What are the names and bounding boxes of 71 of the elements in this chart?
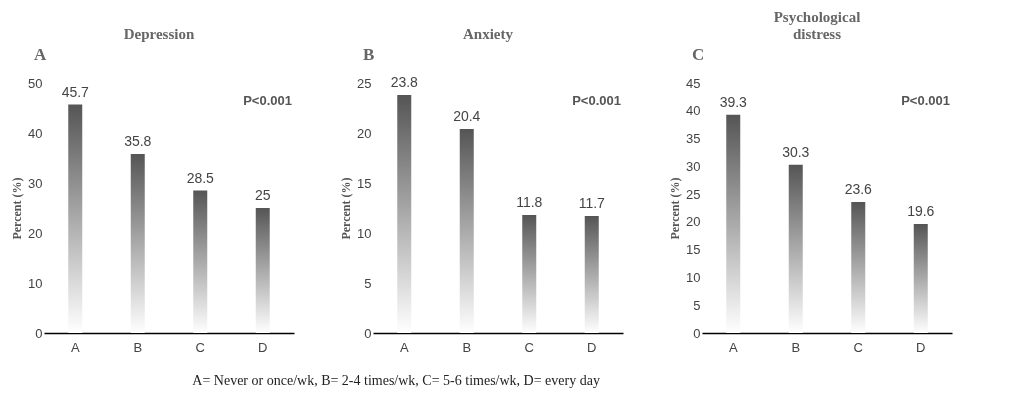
bar	[584, 216, 599, 333]
y-tick-label: 5	[364, 275, 372, 291]
y-tick-label: 45	[686, 75, 701, 91]
x-tick-label: C	[195, 339, 205, 355]
data-label: 19.6	[907, 203, 935, 220]
y-axis-title: Percent (%)	[668, 177, 683, 240]
bar	[459, 129, 474, 333]
chart-title: Psychological distress	[773, 9, 861, 42]
data-label: 35.8	[124, 133, 152, 149]
y-axis-title: Percent (%)	[10, 177, 25, 240]
x-tick-label: D	[916, 339, 926, 355]
bar	[851, 201, 866, 333]
data-label: 39.3	[719, 93, 748, 110]
y-tick-label: 0	[693, 325, 701, 341]
x-tick-label: D	[587, 339, 597, 355]
y-tick-label: 20	[357, 125, 372, 141]
y-tick-label: 40	[686, 103, 701, 119]
y-tick-label: 10	[357, 225, 372, 241]
x-tick-label: B	[791, 339, 801, 355]
y-tick-label: 10	[686, 269, 701, 285]
y-tick-label: 30	[28, 175, 43, 191]
x-tick-label: A	[399, 339, 409, 355]
x-tick-label: D	[258, 339, 268, 355]
bar	[193, 190, 208, 333]
y-tick-label: 10	[28, 275, 43, 291]
data-label: 28.5	[186, 169, 215, 186]
y-tick-label: 40	[28, 125, 43, 141]
x-tick-label: B	[462, 339, 472, 355]
bar	[397, 95, 412, 333]
chart-title: Depression	[123, 26, 195, 42]
y-tick-label: 0	[35, 325, 43, 341]
bar	[68, 104, 83, 333]
bar	[913, 224, 928, 333]
y-axis-title: Percent (%)	[339, 177, 354, 240]
y-tick-label: 30	[686, 158, 701, 174]
bar	[255, 208, 270, 333]
text: B	[363, 45, 375, 64]
y-tick-label: 20	[686, 214, 701, 230]
x-tick-label: A	[70, 339, 80, 355]
y-tick-label: 5	[693, 297, 701, 313]
data-label: 23.8	[390, 74, 419, 90]
y-tick-label: 0	[364, 325, 372, 341]
x-tick-label: C	[853, 339, 863, 355]
data-label: 25	[254, 187, 271, 203]
data-label: 30.3	[782, 143, 810, 160]
bar	[522, 215, 537, 333]
bar	[788, 164, 803, 333]
x-tick-label: C	[524, 339, 534, 355]
y-tick-label: 20	[28, 225, 43, 241]
x-tick-label: B	[133, 339, 143, 355]
text: A= Never or once/wk, B= 2-4 times/wk, C= 5-6 times/wk, D= every day	[192, 373, 600, 388]
data-label: 45.7	[61, 83, 90, 100]
data-label: 20.4	[453, 108, 481, 124]
bar	[726, 114, 741, 333]
annotation: P<0.001	[572, 93, 621, 108]
y-tick-label: 15	[686, 242, 701, 258]
x-tick-label: A	[728, 339, 738, 355]
y-tick-label: 15	[357, 175, 372, 191]
chart-title: Anxiety	[463, 26, 514, 42]
y-tick-label: 35	[686, 131, 701, 147]
annotation: P<0.001	[243, 93, 292, 108]
data-label: 11.7	[578, 195, 606, 211]
bar	[130, 154, 145, 333]
data-label: 11.8	[516, 194, 543, 210]
annotation: P<0.001	[901, 93, 950, 108]
y-tick-label: 50	[28, 75, 43, 91]
text: A	[34, 45, 47, 64]
text: C	[692, 45, 705, 64]
y-tick-label: 25	[686, 186, 701, 202]
y-tick-label: 25	[357, 75, 372, 91]
data-label: 23.6	[844, 180, 873, 197]
